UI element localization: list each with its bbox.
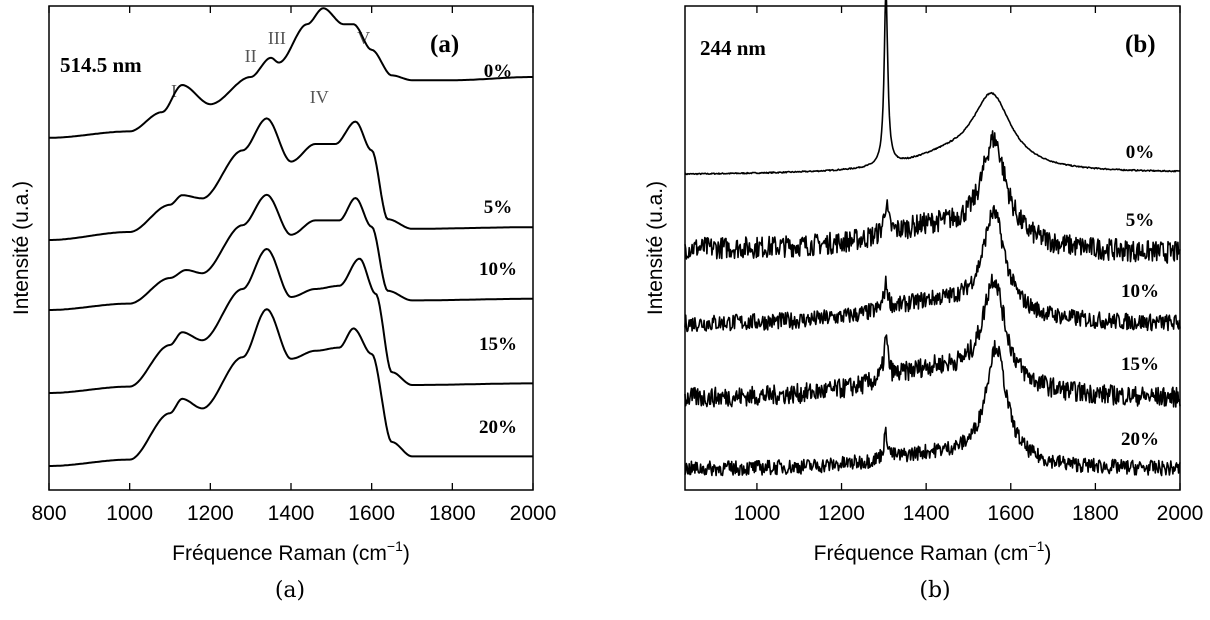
x-tick-label: 1800 bbox=[429, 502, 476, 525]
x-tick-label: 1400 bbox=[268, 502, 315, 525]
series-line bbox=[684, 204, 1181, 333]
x-tick-label: 2000 bbox=[1157, 502, 1204, 525]
series-label: 15% bbox=[1121, 354, 1159, 375]
series-label: 15% bbox=[479, 334, 517, 355]
x-tick-label: 1000 bbox=[106, 502, 153, 525]
series-line bbox=[49, 248, 533, 394]
wavelength-label: 514.5 nm bbox=[60, 53, 142, 77]
series-line bbox=[684, 339, 1181, 477]
chart-b: 1000 1200 1400 1600 1800 2000 Fréquence Raman … bbox=[644, 0, 1204, 565]
x-tick-label: 1400 bbox=[903, 502, 950, 525]
x-tick-label: 1800 bbox=[1072, 502, 1119, 525]
series-line bbox=[49, 308, 533, 467]
series-line bbox=[684, 273, 1181, 408]
y-axis-title: Intensité (u.a.) bbox=[644, 181, 667, 315]
series-label: 0% bbox=[1126, 142, 1155, 163]
x-tick-label: 1200 bbox=[187, 502, 234, 525]
series-line bbox=[49, 7, 533, 139]
x-axis-title: Fréquence Raman (cm−1) bbox=[172, 538, 410, 565]
series-label: 5% bbox=[1126, 210, 1155, 231]
series-label: 10% bbox=[1121, 281, 1159, 302]
series-label: 0% bbox=[484, 61, 513, 82]
peak-label: II bbox=[245, 46, 257, 66]
peak-label: III bbox=[268, 28, 286, 48]
y-axis-title: Intensité (u.a.) bbox=[10, 181, 33, 315]
x-tick-label: 1200 bbox=[818, 502, 865, 525]
x-tick-label: 800 bbox=[31, 502, 66, 525]
series-line bbox=[49, 193, 533, 311]
series-line bbox=[684, 0, 1181, 176]
series-label: 10% bbox=[479, 259, 517, 280]
wavelength-label: 244 nm bbox=[700, 36, 766, 60]
caption-a: (a) bbox=[274, 578, 306, 603]
series-label: 20% bbox=[479, 417, 517, 438]
plot-frame bbox=[48, 5, 534, 491]
peak-label: I bbox=[171, 81, 177, 101]
series-label: 5% bbox=[484, 197, 513, 218]
x-tick-label: 1000 bbox=[734, 502, 781, 525]
caption-b: (b) bbox=[919, 578, 951, 603]
panel-label: (a) bbox=[430, 31, 459, 58]
chart-a: 800 1000 1200 1400 1600 1800 2000 Fréquence Ram… bbox=[10, 5, 557, 565]
x-tick-label: 2000 bbox=[510, 502, 557, 525]
x-axis-title: Fréquence Raman (cm−1) bbox=[814, 538, 1052, 565]
peak-label: IV bbox=[310, 87, 329, 107]
series-line bbox=[49, 117, 533, 241]
panel-label: (b) bbox=[1125, 31, 1156, 58]
x-tick-label: 1600 bbox=[348, 502, 395, 525]
series-line bbox=[684, 130, 1181, 264]
series-label: 20% bbox=[1121, 429, 1159, 450]
x-tick-label: 1600 bbox=[987, 502, 1034, 525]
